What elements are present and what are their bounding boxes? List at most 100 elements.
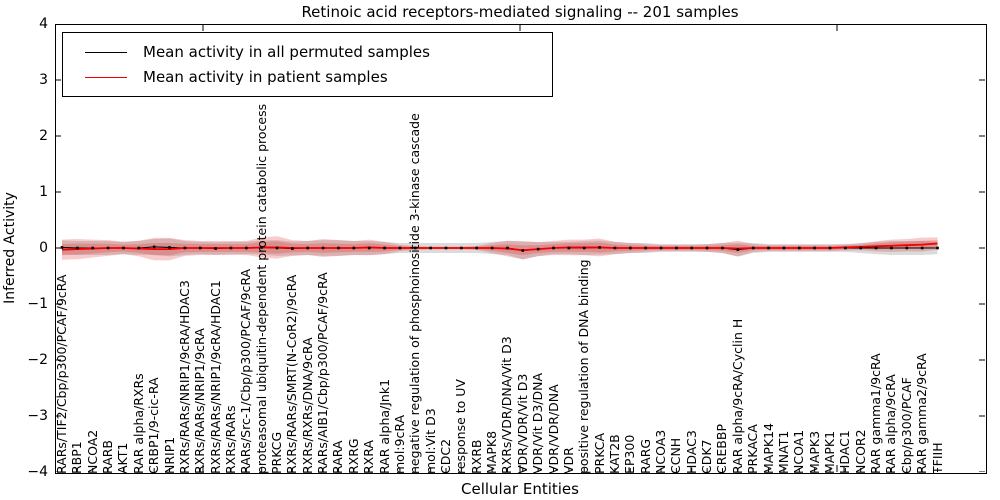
- x-tick-label: MNAT1: [775, 430, 791, 474]
- data-point-marker: [936, 246, 939, 250]
- x-tick-label: NCOA1: [791, 429, 807, 474]
- data-point-marker: [76, 246, 79, 250]
- data-point-marker: [214, 247, 217, 250]
- x-tick-label: RARs/Src-1/Cbp/p300/PCAF/9cRA: [238, 268, 254, 474]
- x-tick-label: VDR/VDR/Vit D3: [514, 373, 530, 474]
- y-tick-label: 2: [39, 128, 48, 144]
- data-point-marker: [920, 246, 924, 250]
- data-point-marker: [813, 246, 816, 250]
- data-point-marker: [690, 246, 694, 250]
- y-tick-label: 1: [39, 184, 48, 200]
- data-point-marker: [229, 246, 233, 250]
- red-line-sample-icon: [85, 76, 127, 78]
- axis-ticks: [55, 24, 985, 472]
- x-tick-label: TFIIH: [929, 442, 945, 474]
- x-tick-label: RXRs/VDR/DNA/Vit D3: [499, 336, 515, 474]
- x-tick-label: MAPK1: [822, 430, 837, 474]
- x-tick-label: RXRG: [345, 438, 361, 474]
- x-tick-label: HDAC3: [683, 430, 699, 474]
- x-tick-label: mol:Vit D3: [422, 408, 438, 474]
- data-point-marker: [367, 246, 371, 250]
- data-point-marker: [198, 246, 202, 250]
- x-tick-label: RAR gamma1/9cRA: [868, 353, 884, 474]
- data-point-marker: [506, 246, 509, 250]
- data-point-marker: [659, 246, 663, 250]
- data-point-marker: [736, 248, 740, 251]
- y-tick-label: −1: [27, 296, 48, 312]
- legend-label: Mean activity in patient samples: [143, 68, 388, 86]
- data-point-marker: [60, 246, 64, 249]
- x-tick-label: NCOA3: [653, 429, 669, 474]
- y-tick-label: 4: [39, 16, 48, 32]
- x-tick-label: MAPK3: [806, 430, 822, 474]
- data-point-marker: [613, 246, 617, 250]
- legend-item-permuted: Mean activity in all permuted samples: [63, 43, 552, 61]
- data-point-marker: [767, 246, 770, 250]
- x-tick-label: negative regulation of phosphoinositide …: [407, 113, 423, 474]
- x-tick-label: EP300: [622, 434, 638, 474]
- data-point-marker: [245, 246, 248, 250]
- data-point-marker: [321, 246, 325, 250]
- data-point-marker: [475, 246, 479, 250]
- x-tick-label: RAR gamma2/9cRA: [914, 353, 930, 474]
- x-tick-label: Cbp/p300/PCAF: [898, 377, 914, 474]
- x-tick-label: AKT1: [115, 442, 131, 474]
- data-point-marker: [291, 247, 294, 250]
- x-tick-label: RAR alpha/9cRA/Cyclin H: [729, 318, 745, 474]
- x-tick-label: response to UV: [453, 379, 469, 474]
- data-point-marker: [122, 246, 125, 250]
- legend: Mean activity in all permuted samples Me…: [62, 32, 553, 97]
- x-tick-label: mol:9cRA: [391, 414, 407, 474]
- x-tick-label: RAR alpha/RXRs: [130, 373, 146, 474]
- x-tick-label: CRBP1/9-cic-RA: [146, 377, 162, 474]
- x-tick-label: RAR alpha/Jnk1: [376, 378, 392, 474]
- data-point-marker: [797, 246, 801, 250]
- x-tick-label: RXRA: [361, 440, 377, 474]
- data-point-marker: [844, 246, 847, 250]
- data-point-marker: [137, 246, 141, 250]
- y-tick-label: −4: [27, 464, 48, 480]
- data-point-marker: [398, 246, 402, 250]
- x-tick-label: VDR/Vit D3/DNA: [530, 372, 546, 474]
- x-tick-label: VDR/VDR/DNA: [545, 384, 561, 474]
- data-point-marker: [337, 246, 340, 250]
- data-point-marker: [260, 246, 263, 249]
- data-point-marker: [183, 246, 187, 250]
- data-point-marker: [429, 246, 432, 250]
- x-tick-label: PRKACA: [745, 424, 761, 474]
- data-plot-svg: [55, 24, 985, 472]
- x-tick-label: RXRs/RARs: [222, 405, 238, 474]
- data-point-marker: [521, 249, 525, 252]
- x-tick-label: proteasomal ubiquitin-dependent protein …: [253, 103, 269, 474]
- data-point-marker: [91, 246, 95, 250]
- x-tick-label: PRKCA: [591, 432, 607, 474]
- x-tick-label: NRIP1: [161, 436, 177, 474]
- data-point-marker: [751, 246, 755, 250]
- legend-label: Mean activity in all permuted samples: [143, 43, 430, 61]
- data-point-marker: [536, 247, 540, 251]
- data-point-marker: [675, 246, 678, 250]
- data-point-marker: [106, 246, 110, 250]
- x-tick-label: RARs/AIB1/Cbp/p300/PCAF/9cRA: [315, 272, 331, 474]
- legend-item-patient: Mean activity in patient samples: [63, 68, 552, 86]
- x-tick-label: positive regulation of DNA binding: [576, 259, 592, 474]
- data-point-marker: [890, 246, 893, 250]
- patient-mean-line: [61, 242, 938, 252]
- y-tick-label: −3: [27, 408, 48, 424]
- data-point-marker: [152, 245, 156, 249]
- x-tick-label: MAPK14: [760, 423, 776, 474]
- x-tick-label: CCNH: [668, 437, 684, 474]
- plot-area: [55, 24, 987, 474]
- data-point-marker: [874, 246, 878, 250]
- x-tick-label: RXRs/RARs/NRIP1/9cRA/HDAC1: [207, 280, 223, 474]
- data-point-marker: [168, 246, 171, 249]
- data-point-marker: [644, 246, 647, 250]
- data-point-marker: [905, 246, 909, 250]
- data-point-marker: [444, 246, 448, 250]
- x-tick-label: RXRB: [468, 439, 484, 474]
- x-tick-label: KAT2B: [606, 434, 622, 474]
- data-point-marker: [582, 246, 586, 250]
- y-tick-label: −2: [27, 352, 48, 368]
- data-point-marker: [782, 246, 786, 250]
